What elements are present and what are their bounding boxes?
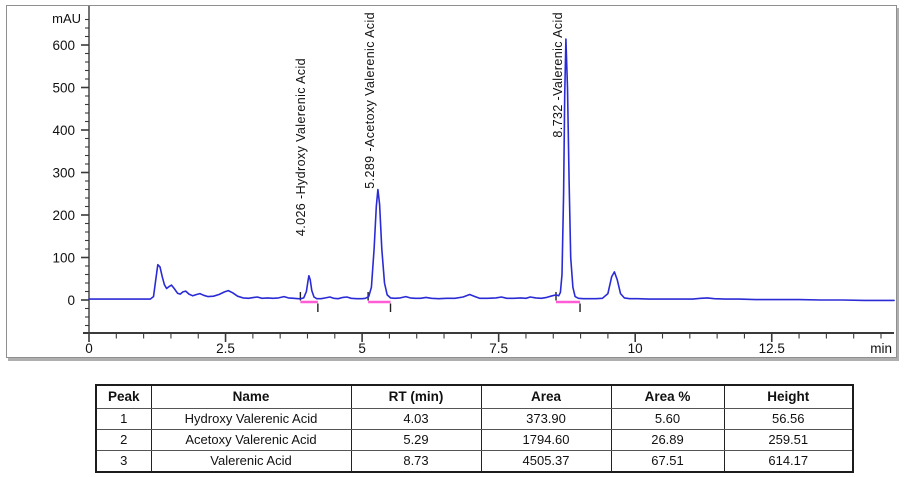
y-tick-label: 400: [52, 123, 75, 138]
x-tick-label: 2.5: [216, 341, 235, 356]
cell-rt: 4.03: [350, 408, 482, 430]
cell-areapct: 26.89: [610, 429, 725, 451]
cell-height: 259.51: [723, 429, 854, 451]
column-header-areapct: Area %: [610, 384, 725, 409]
cell-name: Hydroxy Valerenic Acid: [150, 408, 352, 430]
table-row: 3 Valerenic Acid 8.73 4505.37 67.51 614.…: [95, 450, 854, 473]
column-header-rt: RT (min): [350, 384, 482, 409]
cell-peak: 1: [95, 408, 152, 430]
cell-area: 373.90: [480, 408, 612, 430]
y-tick-label: 500: [52, 81, 75, 96]
cell-name: Valerenic Acid: [150, 450, 352, 473]
column-header-name: Name: [150, 384, 352, 409]
cell-areapct: 5.60: [610, 408, 725, 430]
y-tick-label: 600: [52, 38, 75, 53]
chromatogram-trace: [88, 38, 895, 302]
y-tick-label: 200: [52, 208, 75, 223]
cell-name: Acetoxy Valerenic Acid: [150, 429, 352, 451]
cell-area: 1794.60: [480, 429, 612, 451]
y-axis-unit-label: mAU: [52, 11, 81, 26]
x-tick-label: 5: [358, 341, 366, 356]
column-header-area: Area: [480, 384, 612, 409]
cell-height: 56.56: [723, 408, 854, 430]
cell-peak: 2: [95, 429, 152, 451]
peak-annotation: 4.026 -Hydroxy Valerenic Acid: [294, 58, 308, 236]
y-tick-label: 100: [52, 251, 75, 266]
peak-results-table: Peak Name RT (min) Area Area % Height 1 …: [95, 384, 854, 473]
x-axis-unit-label: min: [870, 341, 892, 356]
peak-annotation: 5.289 -Acetoxy Valerenic Acid: [363, 12, 377, 189]
y-tick-label: 300: [52, 166, 75, 181]
table-body: 1 Hydroxy Valerenic Acid 4.03 373.90 5.6…: [95, 408, 854, 473]
table-header: Peak Name RT (min) Area Area % Height: [95, 384, 854, 409]
cell-area: 4505.37: [480, 450, 612, 473]
column-header-peak: Peak: [95, 384, 152, 409]
table-row: 1 Hydroxy Valerenic Acid 4.03 373.90 5.6…: [95, 408, 854, 430]
cell-rt: 8.73: [350, 450, 482, 473]
x-tick-label: 12.5: [759, 341, 785, 356]
cell-rt: 5.29: [350, 429, 482, 451]
column-header-height: Height: [723, 384, 854, 409]
cell-areapct: 67.51: [610, 450, 725, 473]
cell-height: 614.17: [723, 450, 854, 473]
y-tick-label: 0: [67, 293, 75, 308]
chromatogram-frame: 0 100 200 300 400 500 600 mAU 0 2.5 5 7.5 10 12.5 min 4…: [6, 5, 897, 358]
x-tick-label: 0: [85, 341, 93, 356]
x-tick-label: 10: [628, 341, 643, 356]
peak-annotation: 8.732 -Valerenic Acid: [551, 12, 565, 138]
chromatogram-plot: 0 100 200 300 400 500 600 mAU 0 2.5 5 7.5 10 12.5 min 4…: [52, 6, 895, 356]
x-tick-label: 7.5: [489, 341, 508, 356]
table-row: 2 Acetoxy Valerenic Acid 5.29 1794.60 26…: [95, 429, 854, 451]
cell-peak: 3: [95, 450, 152, 473]
